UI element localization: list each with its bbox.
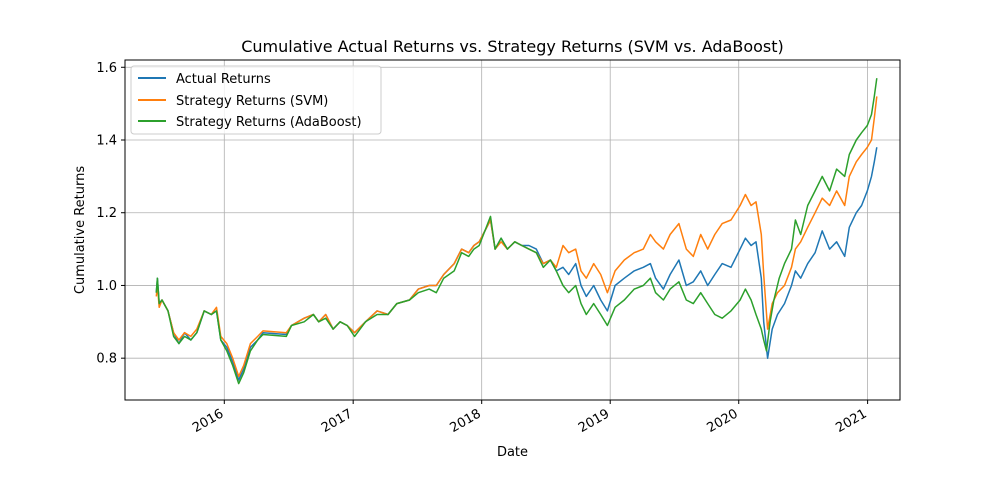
y-tick-label: 0.8 <box>96 352 117 367</box>
y-axis-label: Cumulative Returns <box>73 166 88 294</box>
legend-label-adaboost: Strategy Returns (AdaBoost) <box>176 115 362 130</box>
legend: Actual Returns Strategy Returns (SVM) St… <box>130 65 382 135</box>
y-tick-label: 1.6 <box>96 61 117 76</box>
adaboost-returns-line <box>155 78 878 385</box>
legend-label-actual: Actual Returns <box>176 72 271 87</box>
y-tick-label: 1.0 <box>96 279 117 294</box>
y-tick-label: 1.4 <box>96 134 117 149</box>
y-tick-label: 1.2 <box>96 206 117 221</box>
x-axis-label: Date <box>497 445 528 460</box>
legend-label-svm: Strategy Returns (SVM) <box>176 94 328 109</box>
actual-returns-line <box>155 147 878 381</box>
legend-box <box>130 65 382 135</box>
series-lines <box>155 78 878 385</box>
plot-frame <box>124 59 901 401</box>
chart-title: Cumulative Actual Returns vs. Strategy R… <box>241 37 784 56</box>
